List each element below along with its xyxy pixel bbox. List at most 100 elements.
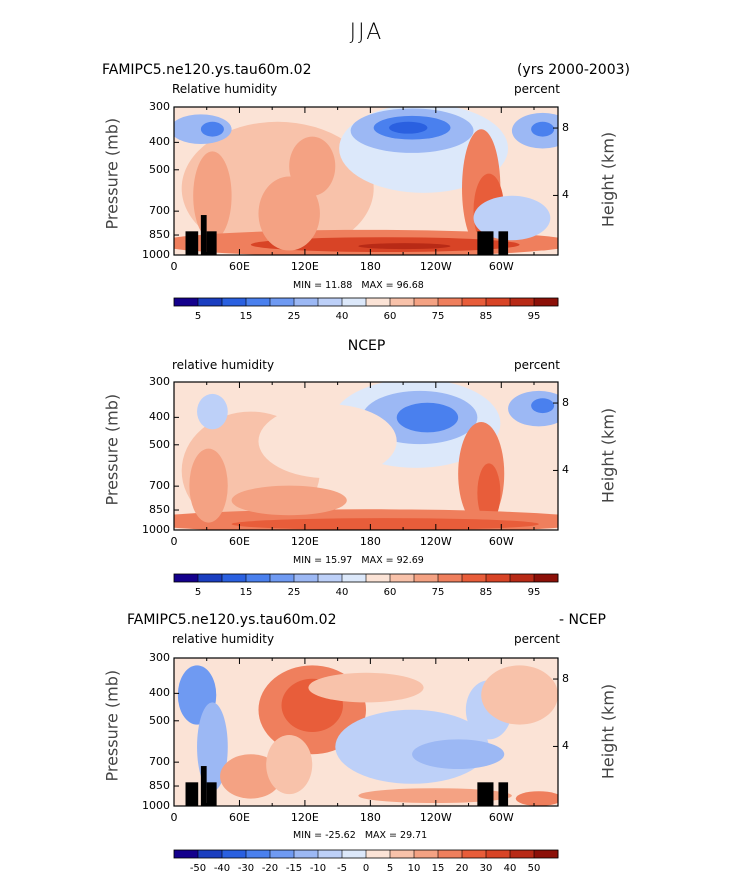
panel-1-ylabel-left: Pressure (mb) (102, 117, 122, 230)
panel-3-title-left: FAMIPC5.ne120.ys.tau60m.02 (127, 612, 337, 628)
colorbar-swatch (318, 850, 343, 858)
longitude-tick-label: 60W (488, 811, 514, 824)
colorbar-label: -40 (214, 863, 230, 874)
colorbar-label: 25 (288, 311, 301, 322)
pressure-tick-label: 1000 (142, 248, 170, 261)
contour-region (231, 485, 347, 516)
topography-mask (206, 231, 217, 255)
panel-3-max-value: 29.71 (400, 830, 428, 841)
panel-2-ylabel-right: Height (km) (598, 407, 618, 504)
colorbar-label: -50 (190, 863, 206, 874)
longitude-tick-label: 180 (359, 535, 381, 548)
colorbar-swatch (390, 298, 415, 306)
longitude-tick-label: 120E (290, 260, 319, 273)
pressure-tick-label: 400 (149, 410, 170, 424)
colorbar-label: 40 (336, 587, 349, 598)
colorbar-label: 15 (432, 863, 445, 874)
colorbar-swatch (414, 298, 439, 306)
height-tick-label: 8 (562, 396, 569, 410)
contour-region (266, 734, 313, 795)
colorbar-label: 60 (384, 587, 397, 598)
colorbar-label: 40 (504, 863, 517, 874)
longitude-tick-label: 120E (290, 535, 319, 548)
contour-region (197, 393, 228, 430)
height-tick-label: 4 (562, 739, 569, 753)
plot-frame (173, 657, 559, 807)
pressure-tick-label: 300 (149, 100, 170, 113)
contour-region (412, 739, 505, 769)
colorbar-swatch (222, 850, 247, 858)
contour-region (200, 121, 224, 137)
panel-3-ylabel-right: Height (km) (598, 683, 618, 780)
panel-1-title-left: FAMIPC5.ne120.ys.tau60m.02 (102, 62, 312, 78)
contour-region (308, 672, 424, 703)
colorbar-swatch (294, 850, 319, 858)
colorbar-label: 60 (384, 311, 397, 322)
height-tick-label: 8 (562, 672, 569, 686)
panel-1-max-value: 96.68 (396, 280, 424, 291)
colorbar-swatch (270, 574, 295, 582)
panel-1-contour-plot (173, 106, 559, 256)
colorbar-swatch (462, 574, 487, 582)
panel-2-max-value: 92.69 (396, 555, 424, 566)
colorbar-swatch (366, 574, 391, 582)
topography-mask (498, 782, 509, 806)
panel-2-ylabel-left: Pressure (mb) (102, 393, 122, 506)
colorbar-swatch (534, 298, 559, 306)
panel-3-ylabel-left: Pressure (mb) (102, 669, 122, 782)
colorbar-swatch (438, 574, 463, 582)
colorbar-label: 10 (408, 863, 421, 874)
contour-region (396, 402, 459, 433)
colorbar-swatch (462, 850, 487, 858)
colorbar-label: 95 (528, 587, 541, 598)
colorbar-swatch (318, 574, 343, 582)
panel-1-colorbar: 5 15 25 40 60 75 85 95 (173, 297, 559, 322)
colorbar-swatch (390, 850, 415, 858)
panel-1-max-label: MAX = (361, 280, 394, 291)
longitude-tick-label: 0 (170, 811, 178, 824)
colorbar-swatch (534, 850, 559, 858)
panel-3-stats: MIN = -25.62 MAX = 29.71 (293, 830, 427, 841)
colorbar-swatch (246, 298, 271, 306)
pressure-tick-label: 700 (149, 479, 170, 493)
colorbar-swatch (198, 574, 223, 582)
colorbar-label: 75 (432, 311, 445, 322)
colorbar-label: 0 (363, 863, 369, 874)
colorbar-swatch (246, 850, 271, 858)
pressure-tick-label: 850 (149, 228, 170, 242)
panel-3-colorbar: -50 -40 -30 -20 -15 -10 -5 0 5 10 15 20 30 40 50 (173, 849, 559, 874)
longitude-tick-label: 180 (359, 260, 381, 273)
panel-1-var-label: Relative humidity (172, 82, 278, 96)
colorbar-swatch (414, 850, 439, 858)
pressure-tick-label: 700 (149, 755, 170, 769)
pressure-tick-label: 300 (149, 651, 170, 664)
topography-mask (185, 782, 199, 806)
colorbar-label: 20 (456, 863, 469, 874)
colorbar-swatch (510, 850, 535, 858)
page-title: JJA (349, 20, 384, 45)
colorbar-swatch (270, 298, 295, 306)
colorbar-swatch (318, 298, 343, 306)
panel-3-contour-plot (173, 657, 559, 807)
colorbar-label: -5 (337, 863, 347, 874)
panel-3-units-label: percent (514, 632, 560, 646)
contour-region (258, 404, 397, 479)
longitude-tick-label: 60E (228, 260, 250, 273)
panel-1-min-label: MIN = (293, 280, 323, 291)
colorbar-swatch (174, 298, 199, 306)
longitude-tick-label: 60E (228, 811, 250, 824)
pressure-tick-label: 300 (149, 375, 170, 388)
pressure-tick-label: 850 (149, 503, 170, 517)
height-tick-label: 8 (562, 121, 569, 135)
longitude-tick-label: 60W (488, 260, 514, 273)
panel-1-min-value: 11.88 (325, 280, 353, 291)
contour-region (481, 665, 558, 725)
contour-region (473, 195, 551, 241)
colorbar-swatch (294, 298, 319, 306)
topography-mask (477, 231, 494, 255)
colorbar-label: 40 (336, 311, 349, 322)
topography-mask (200, 215, 207, 255)
panel-3-max-label: MAX = (364, 830, 397, 841)
panel-3-min-label: MIN = (293, 830, 323, 841)
panel-1-stats: MIN = 11.88 MAX = 96.68 (293, 280, 424, 291)
